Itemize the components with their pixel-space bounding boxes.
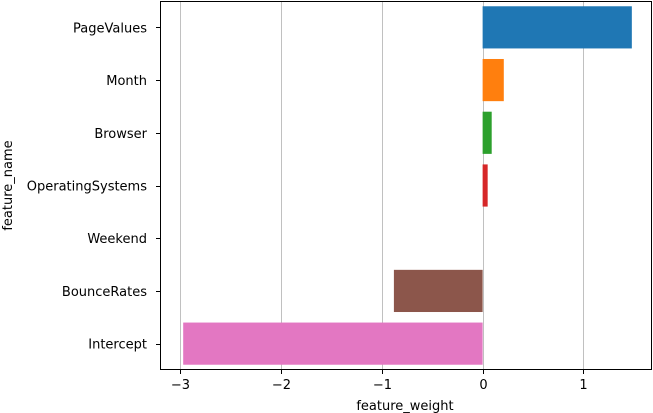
grid-lines [180,1,584,370]
y-tick-label: Weekend [87,232,147,247]
bar-bouncerates [393,269,483,313]
x-tick-label: 1 [579,378,587,393]
y-tick-label: PageValues [73,21,147,36]
bar-month [482,58,504,102]
bar-pagevalues [482,6,632,49]
x-axis-title: feature_weight [356,399,453,413]
y-tick-label: Browser [94,127,147,142]
bar-intercept [183,322,483,365]
bars [183,6,632,365]
y-tick-label: OperatingSystems [27,180,147,195]
x-tick-label: −2 [272,378,291,393]
y-tick-label: Month [106,74,147,89]
bar-operatingsystems [482,164,488,207]
y-tick-label: BounceRates [62,285,147,300]
x-tick-label: −3 [171,378,190,393]
x-tick-label: 0 [479,378,487,393]
y-axis-ticks: PageValues Month Browser OperatingSystems We… [27,21,160,353]
y-axis-title: feature_name [1,140,16,230]
plot-frame [160,1,652,370]
x-tick-label: −1 [373,378,392,393]
bar-browser [482,111,492,154]
y-tick-label: Intercept [88,338,147,353]
x-axis-ticks: −3 −2 −1 0 1 [171,370,588,393]
